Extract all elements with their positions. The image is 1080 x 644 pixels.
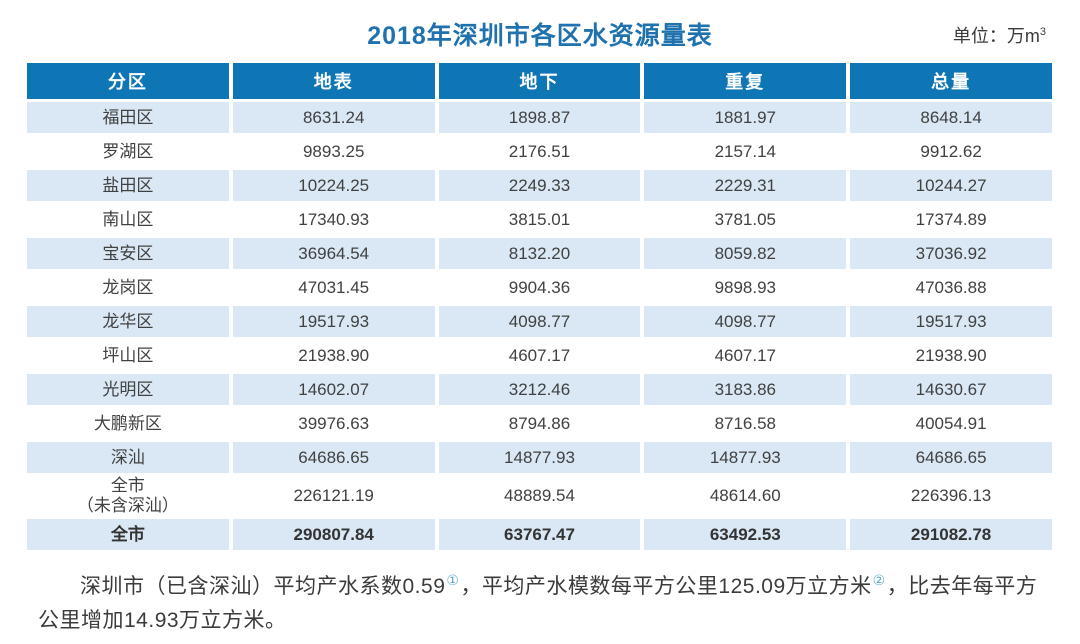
value-cell: 14877.93: [438, 442, 641, 473]
value-cell: 8631.24: [232, 102, 435, 133]
value-cell: 1898.87: [438, 102, 641, 133]
value-cell: 1881.97: [644, 102, 847, 133]
column-header-0: 分区: [27, 63, 229, 99]
value-cell: 226121.19: [232, 476, 435, 516]
value-cell: 3815.01: [438, 204, 641, 235]
district-name: 南山区: [27, 204, 229, 235]
footnote-ref-marker: ②: [872, 572, 886, 588]
value-cell: 47036.88: [850, 272, 1052, 303]
value-cell: 14630.67: [850, 374, 1052, 405]
table-row: 罗湖区 9893.25 2176.51 2157.14 9912.62: [27, 136, 1052, 167]
column-header-2: 地下: [438, 63, 641, 99]
value-cell: 19517.93: [232, 306, 435, 337]
water-resources-table: 分区 地表 地下 重复 总量 福田区 8631.24 1898.87 1881.97 8648.…: [23, 60, 1056, 553]
value-cell: 63767.47: [438, 519, 641, 550]
value-cell: 8059.82: [644, 238, 847, 269]
value-cell: 21938.90: [850, 340, 1052, 371]
table-row: 宝安区 36964.54 8132.20 8059.82 37036.92: [27, 238, 1052, 269]
page-title: 2018年深圳市各区水资源量表: [367, 22, 713, 50]
district-name: 宝安区: [27, 238, 229, 269]
district-name: 全市 （未含深汕）: [27, 476, 229, 516]
table-row: 全市 （未含深汕） 226121.19 48889.54 48614.60 226396…: [27, 476, 1052, 516]
value-cell: 21938.90: [232, 340, 435, 371]
district-name: 全市: [27, 519, 229, 550]
value-cell: 4607.17: [438, 340, 641, 371]
footnote-text: 深圳市（已含深汕）平均产水系数0.59: [80, 575, 446, 598]
value-cell: 3781.05: [644, 204, 847, 235]
value-cell: 2249.33: [438, 170, 641, 201]
district-name: 坪山区: [27, 340, 229, 371]
footnote: 深圳市（已含深汕）平均产水系数0.59①，平均产水模数每平方公里125.09万立…: [38, 570, 1043, 638]
value-cell: 17374.89: [850, 204, 1052, 235]
table-row: 龙华区 19517.93 4098.77 4098.77 19517.93: [27, 306, 1052, 337]
value-cell: 3183.86: [644, 374, 847, 405]
value-cell: 64686.65: [232, 442, 435, 473]
table-head: 分区 地表 地下 重复 总量: [27, 63, 1052, 99]
district-name: 大鹏新区: [27, 408, 229, 439]
table-row: 大鹏新区 39976.63 8794.86 8716.58 40054.91: [27, 408, 1052, 439]
value-cell: 3212.46: [438, 374, 641, 405]
value-cell: 47031.45: [232, 272, 435, 303]
value-cell: 17340.93: [232, 204, 435, 235]
table-row: 光明区 14602.07 3212.46 3183.86 14630.67: [27, 374, 1052, 405]
value-cell: 2176.51: [438, 136, 641, 167]
table-row: 盐田区 10224.25 2249.33 2229.31 10244.27: [27, 170, 1052, 201]
value-cell: 37036.92: [850, 238, 1052, 269]
value-cell: 39976.63: [232, 408, 435, 439]
column-header-4: 总量: [850, 63, 1052, 99]
value-cell: 19517.93: [850, 306, 1052, 337]
table-row: 龙岗区 47031.45 9904.36 9898.93 47036.88: [27, 272, 1052, 303]
district-name: 龙华区: [27, 306, 229, 337]
unit-label: 单位：万m3: [953, 22, 1046, 48]
district-name: 盐田区: [27, 170, 229, 201]
table-header-row: 分区 地表 地下 重复 总量: [27, 63, 1052, 99]
district-name: 罗湖区: [27, 136, 229, 167]
footnote-ref-marker: ①: [446, 572, 460, 588]
value-cell: 10244.27: [850, 170, 1052, 201]
column-header-1: 地表: [232, 63, 435, 99]
value-cell: 9912.62: [850, 136, 1052, 167]
footnote-text: ，平均产水模数每平方公里125.09万立方米: [460, 575, 872, 598]
value-cell: 2157.14: [644, 136, 847, 167]
value-cell: 36964.54: [232, 238, 435, 269]
value-cell: 290807.84: [232, 519, 435, 550]
value-cell: 64686.65: [850, 442, 1052, 473]
district-name: 福田区: [27, 102, 229, 133]
value-cell: 8132.20: [438, 238, 641, 269]
table-row: 福田区 8631.24 1898.87 1881.97 8648.14: [27, 102, 1052, 133]
value-cell: 4607.17: [644, 340, 847, 371]
table-body: 福田区 8631.24 1898.87 1881.97 8648.14 罗湖区 9893.2…: [27, 102, 1052, 550]
column-header-3: 重复: [644, 63, 847, 99]
value-cell: 8794.86: [438, 408, 641, 439]
value-cell: 4098.77: [644, 306, 847, 337]
table-row: 南山区 17340.93 3815.01 3781.05 17374.89: [27, 204, 1052, 235]
district-name: 光明区: [27, 374, 229, 405]
value-cell: 9898.93: [644, 272, 847, 303]
value-cell: 8648.14: [850, 102, 1052, 133]
value-cell: 48614.60: [644, 476, 847, 516]
value-cell: 10224.25: [232, 170, 435, 201]
value-cell: 40054.91: [850, 408, 1052, 439]
district-name: 深汕: [27, 442, 229, 473]
value-cell: 4098.77: [438, 306, 641, 337]
table-row: 深汕 64686.65 14877.93 14877.93 64686.65: [27, 442, 1052, 473]
footnote-text: ，比去年每平方公里增加14.93万立方米。: [38, 575, 1038, 632]
value-cell: 9904.36: [438, 272, 641, 303]
value-cell: 2229.31: [644, 170, 847, 201]
value-cell: 291082.78: [850, 519, 1052, 550]
district-name: 龙岗区: [27, 272, 229, 303]
value-cell: 8716.58: [644, 408, 847, 439]
value-cell: 63492.53: [644, 519, 847, 550]
unit-text: 单位：万m: [952, 26, 1040, 46]
table-row: 坪山区 21938.90 4607.17 4607.17 21938.90: [27, 340, 1052, 371]
value-cell: 9893.25: [232, 136, 435, 167]
value-cell: 14877.93: [644, 442, 847, 473]
value-cell: 14602.07: [232, 374, 435, 405]
table-row: 全市 290807.84 63767.47 63492.53 291082.78: [27, 519, 1052, 550]
value-cell: 48889.54: [438, 476, 641, 516]
unit-superscript: 3: [1039, 26, 1046, 38]
value-cell: 226396.13: [850, 476, 1052, 516]
